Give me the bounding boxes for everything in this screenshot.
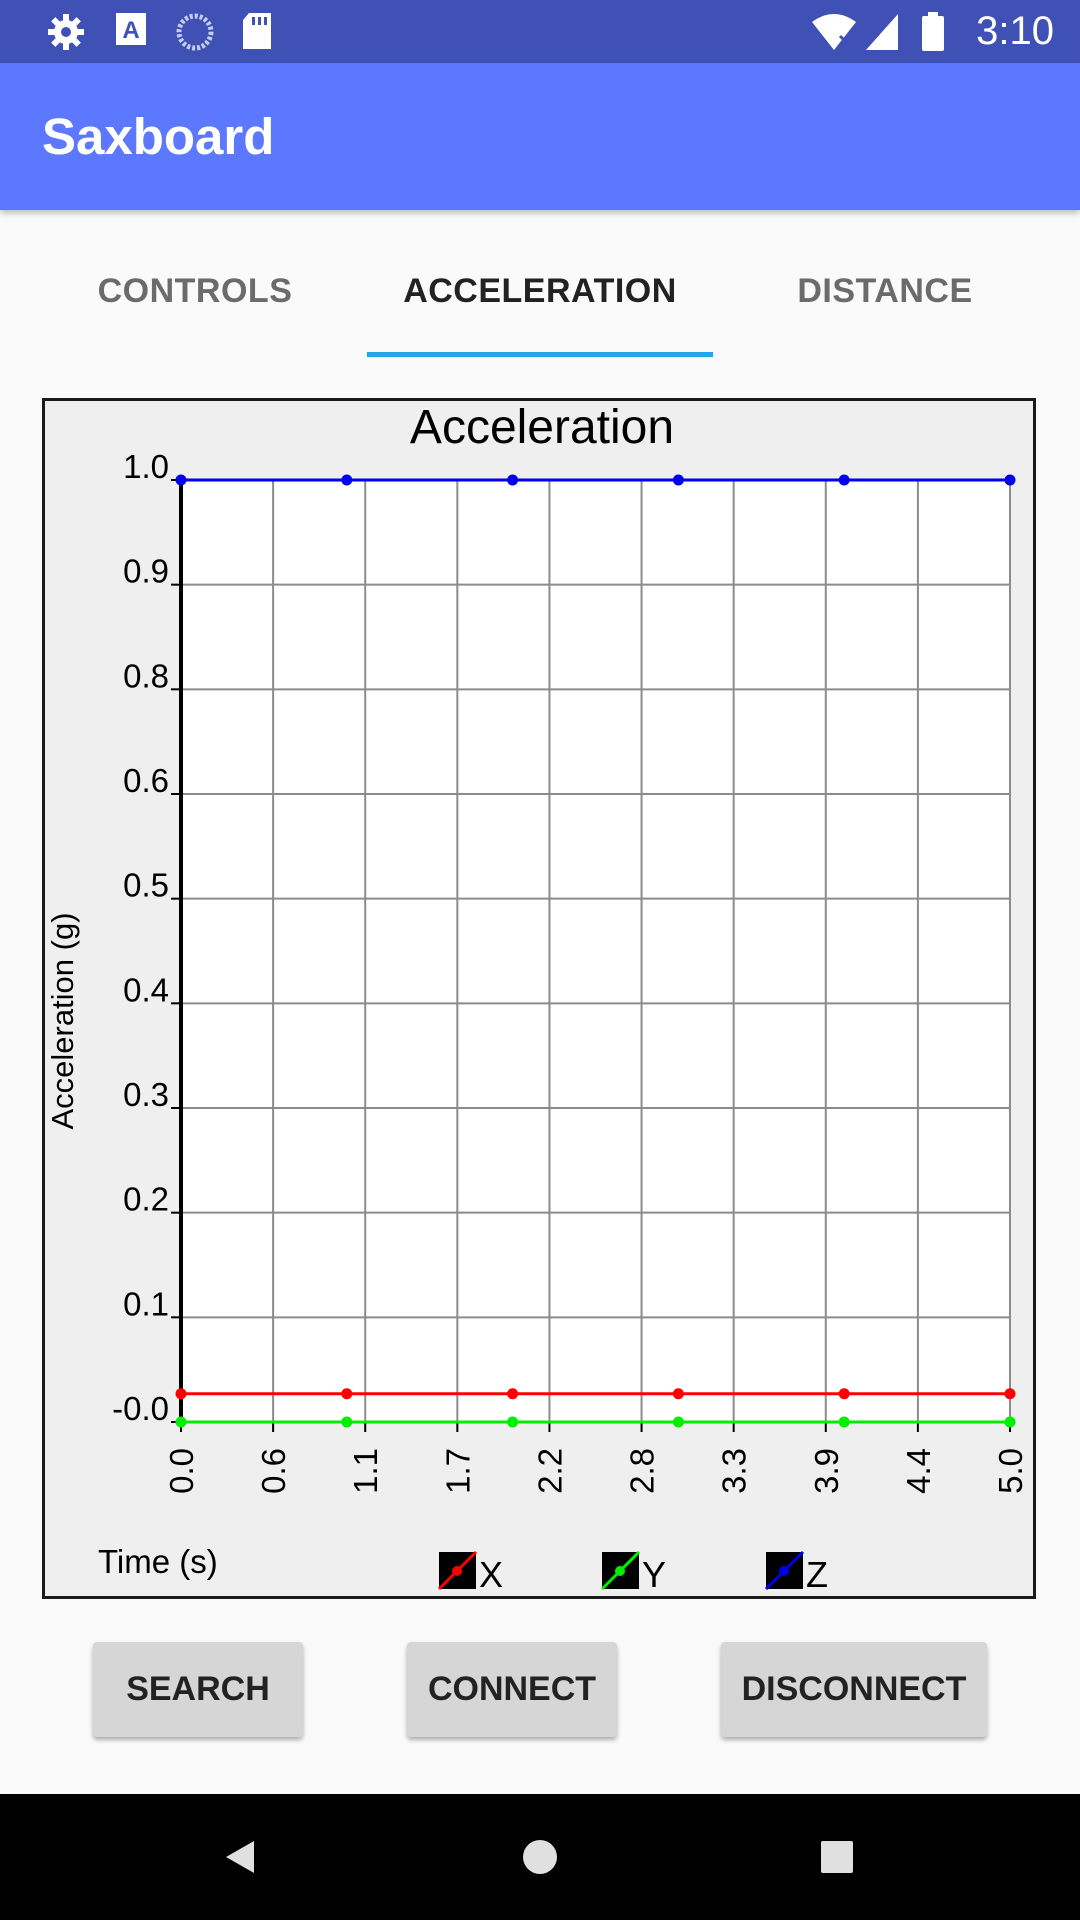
legend-item-y: Y: [600, 1550, 666, 1595]
x-tick-label: 5.0: [992, 1448, 1029, 1494]
y-tick-label: 0.5: [123, 867, 169, 904]
nav-home-button[interactable]: [490, 1794, 590, 1920]
app-bar: Saxboard: [0, 63, 1080, 210]
tick-labels: 0.0 0.6 1.1 1.7 2.2 2.8 3.3 3.9 4.4 5.0 -0.0 0.1 0.2…: [112, 448, 1029, 1494]
disconnect-button[interactable]: DISCONNECT: [721, 1642, 987, 1737]
text-a-icon: A: [116, 13, 146, 45]
acceleration-chart: 0.0 0.6 1.1 1.7 2.2 2.8 3.3 3.9 4.4 5.0 -0.0 0.1 0.2…: [42, 398, 1036, 1599]
data-point-x: [838, 1388, 850, 1400]
data-point-z: [175, 474, 187, 486]
y-tick-label: 0.1: [123, 1285, 169, 1322]
tab-indicator: [367, 352, 713, 357]
data-point-x: [175, 1388, 187, 1400]
y-axis-label: Acceleration (g): [45, 912, 80, 1129]
data-point-x: [1004, 1388, 1016, 1400]
y-tick-label: 0.4: [123, 971, 169, 1008]
battery-icon: [922, 12, 944, 51]
legend-label-z: Z: [806, 1554, 828, 1595]
tab-acceleration[interactable]: ACCELERATION: [403, 272, 677, 310]
legend-item-z: Z: [764, 1550, 828, 1595]
gear-icon: [48, 14, 84, 50]
data-point-x: [507, 1388, 519, 1400]
data-point-y: [175, 1416, 187, 1428]
plot-area: [181, 480, 1010, 1421]
y-tick-label: 0.9: [123, 553, 169, 590]
x-tick-label: 2.2: [531, 1448, 568, 1494]
wifi-off-icon: [812, 14, 856, 50]
data-point-y: [672, 1416, 684, 1428]
tab-controls[interactable]: CONTROLS: [97, 272, 293, 310]
navigation-bar: [0, 1794, 1080, 1920]
sd-card-icon: [243, 13, 271, 49]
x-tick-label: 3.3: [716, 1448, 753, 1494]
x-tick-label: 0.6: [255, 1448, 292, 1494]
data-point-x: [672, 1388, 684, 1400]
data-point-y: [1004, 1416, 1016, 1428]
data-point-z: [838, 474, 850, 486]
chart-legend: X Y Z: [437, 1550, 828, 1595]
y-tick-label: 0.6: [123, 762, 169, 799]
status-bar: A 3:10: [0, 0, 1080, 63]
x-tick-label: 2.8: [624, 1448, 661, 1494]
y-tick-label: 1.0: [123, 448, 169, 485]
y-tick-label: -0.0: [112, 1390, 169, 1427]
svg-text:A: A: [122, 17, 139, 44]
signal-icon: [866, 14, 898, 50]
recents-square-icon: [821, 1841, 853, 1873]
tab-distance[interactable]: DISTANCE: [797, 272, 973, 310]
chart-canvas: 0.0 0.6 1.1 1.7 2.2 2.8 3.3 3.9 4.4 5.0 -0.0 0.1 0.2…: [45, 401, 1029, 1595]
data-point-z: [1004, 474, 1016, 486]
x-tick-label: 1.7: [439, 1448, 476, 1494]
nav-back-button[interactable]: [190, 1794, 290, 1920]
data-point-y: [838, 1416, 850, 1428]
series: [175, 474, 1016, 1428]
legend-item-x: X: [437, 1550, 503, 1595]
data-point-y: [341, 1416, 353, 1428]
nav-recents-button[interactable]: [787, 1794, 887, 1920]
legend-label-x: X: [479, 1554, 503, 1595]
sync-circle-icon: [176, 13, 214, 51]
data-point-z: [507, 474, 519, 486]
back-triangle-icon: [226, 1841, 254, 1873]
status-time: 3:10: [976, 9, 1054, 53]
data-point-z: [672, 474, 684, 486]
home-circle-icon: [523, 1840, 557, 1874]
data-point-y: [507, 1416, 519, 1428]
x-axis-label: Time (s): [98, 1543, 218, 1580]
data-point-z: [341, 474, 353, 486]
legend-label-y: Y: [642, 1554, 666, 1595]
tab-bar: CONTROLS ACCELERATION DISTANCE: [0, 210, 1080, 360]
y-tick-label: 0.3: [123, 1076, 169, 1113]
x-tick-label: 3.9: [808, 1448, 845, 1494]
data-point-x: [341, 1388, 353, 1400]
x-tick-label: 1.1: [347, 1448, 384, 1494]
app-title: Saxboard: [42, 108, 275, 165]
search-button[interactable]: SEARCH: [93, 1642, 303, 1737]
x-tick-label: 4.4: [900, 1448, 937, 1494]
y-tick-label: 0.8: [123, 657, 169, 694]
y-tick-label: 0.2: [123, 1181, 169, 1218]
chart-title: Acceleration: [410, 401, 674, 454]
x-tick-label: 0.0: [163, 1448, 200, 1494]
connect-button[interactable]: CONNECT: [407, 1642, 617, 1737]
